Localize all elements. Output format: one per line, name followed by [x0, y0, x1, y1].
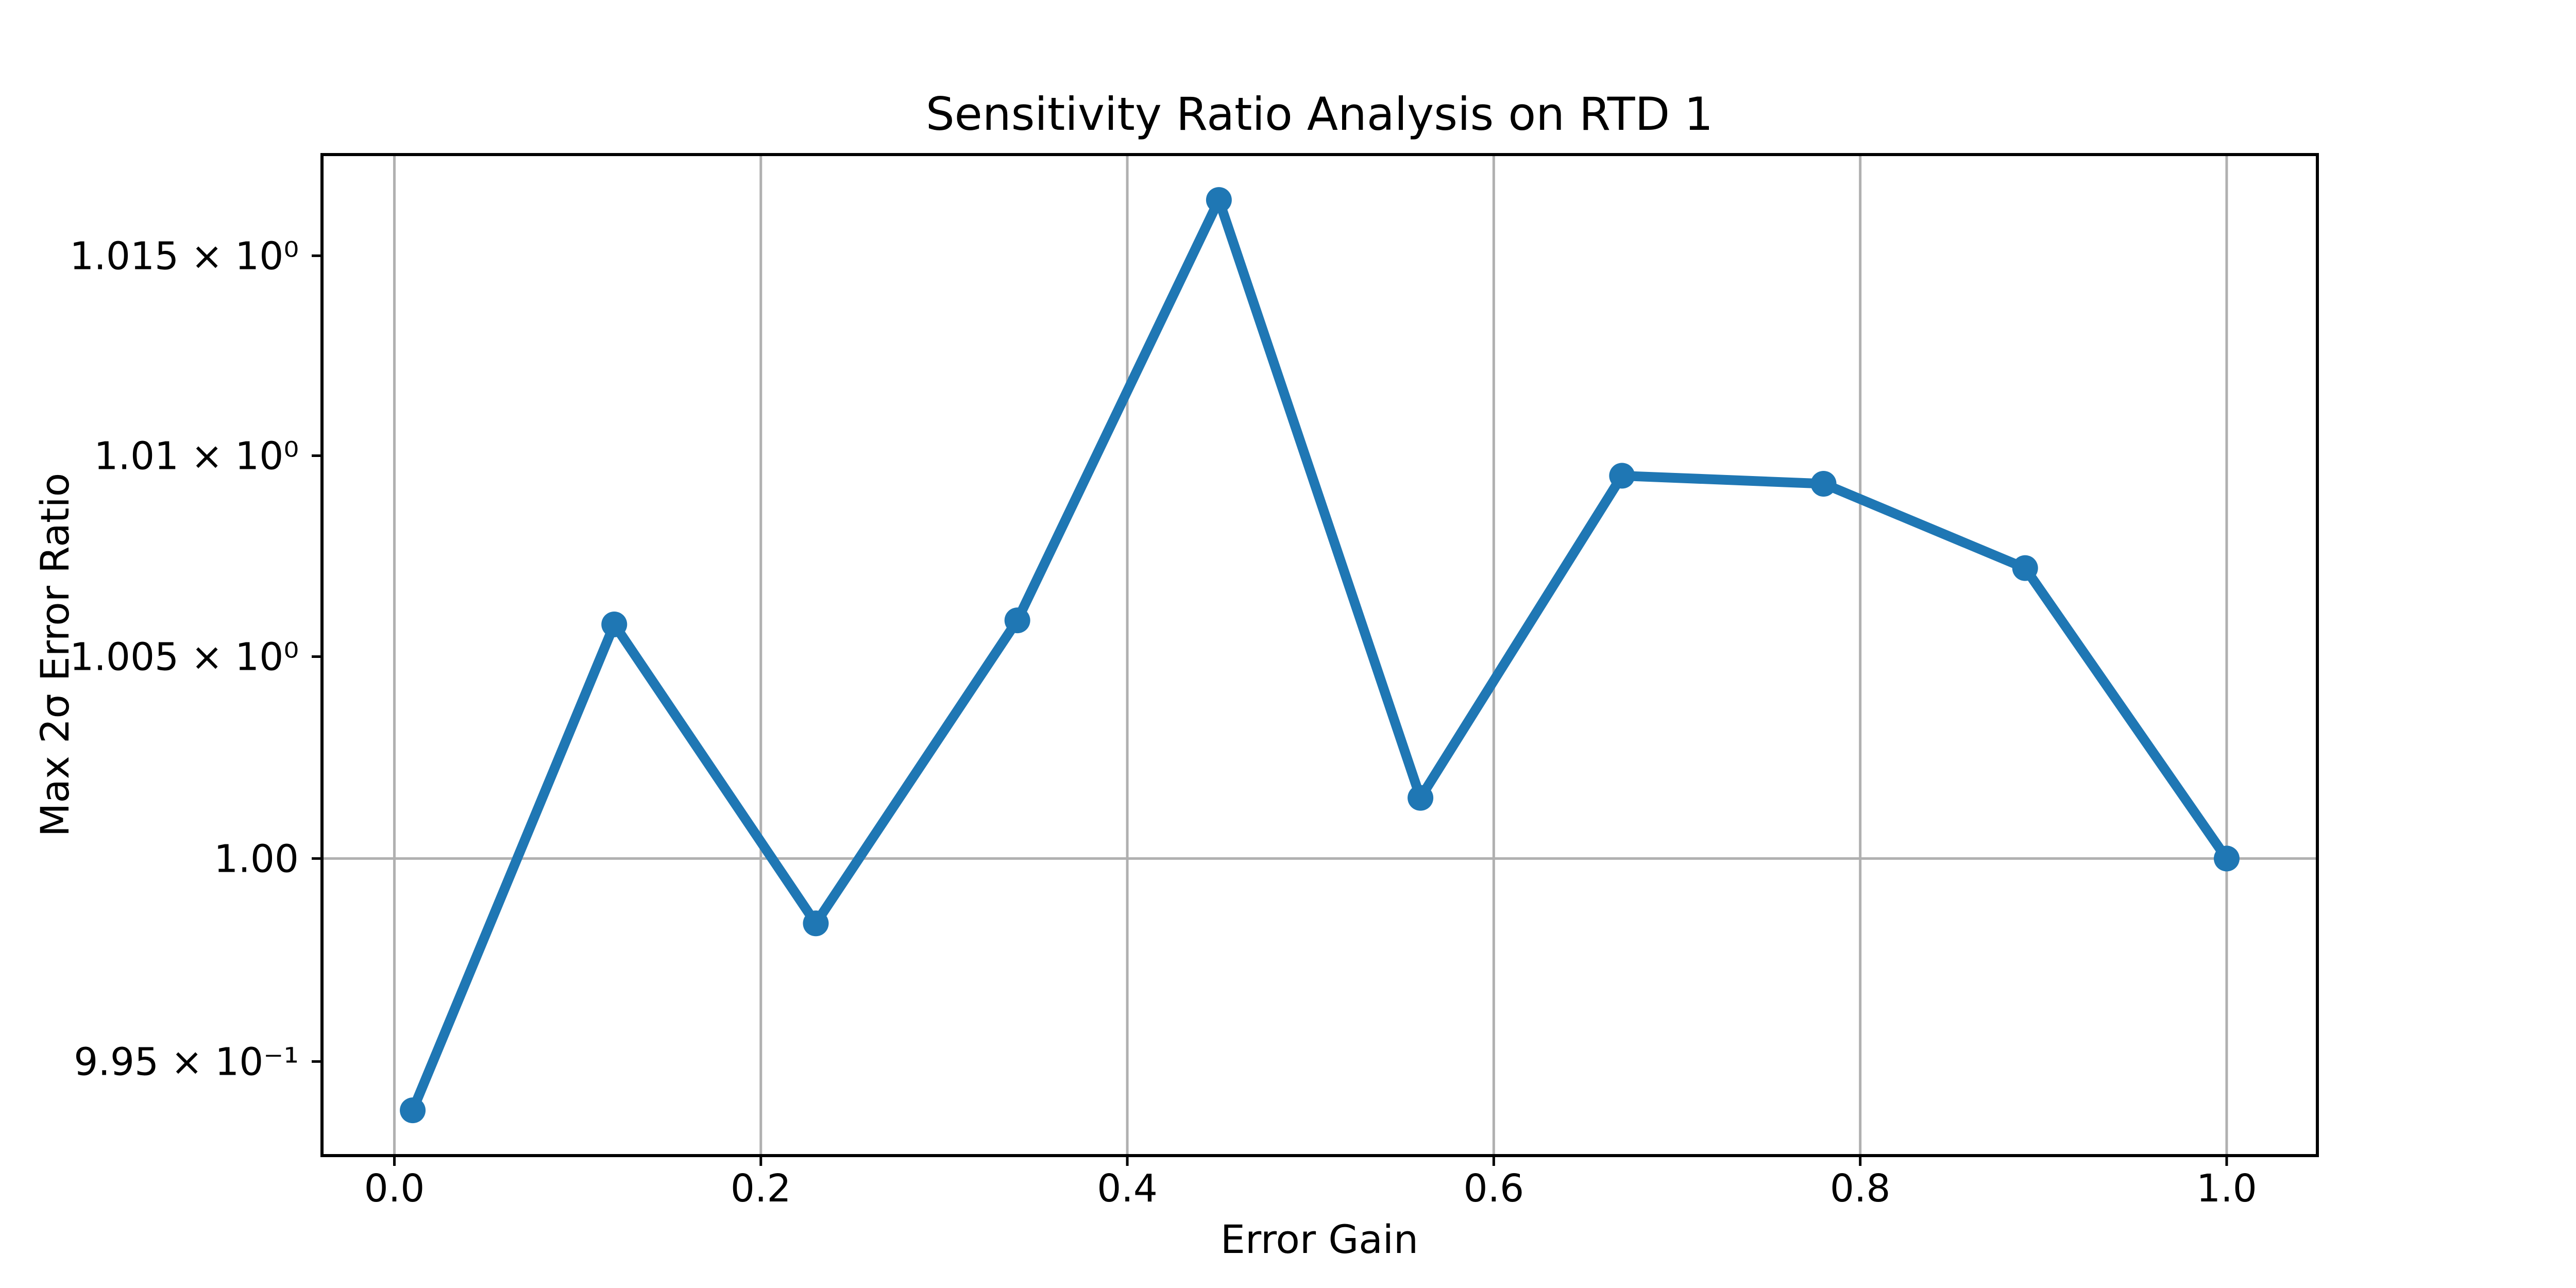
- data-point: [1004, 607, 1030, 634]
- data-point: [803, 910, 829, 937]
- x-tick-label: 0.6: [1464, 1166, 1524, 1211]
- data-point: [400, 1097, 426, 1124]
- chart-title: Sensitivity Ratio Analysis on RTD 1: [926, 88, 1713, 141]
- y-tick-label: 9.95 × 10⁻¹: [74, 1040, 299, 1084]
- axes-frame: [320, 153, 2319, 1157]
- data-point: [2012, 555, 2038, 581]
- data-point: [1810, 470, 1837, 497]
- data-point: [1609, 463, 1635, 489]
- x-axis-label: Error Gain: [1221, 1216, 1418, 1262]
- x-tick-label: 0.4: [1097, 1166, 1158, 1211]
- x-tick-label: 0.2: [731, 1166, 791, 1211]
- data-point: [2213, 845, 2240, 872]
- data-point: [601, 611, 628, 637]
- y-tick-label: 1.005 × 10⁰: [70, 635, 299, 679]
- x-tick-label: 0.0: [364, 1166, 425, 1211]
- plot-frame: [320, 153, 2319, 1157]
- data-point: [1408, 785, 1434, 811]
- data-point: [1206, 187, 1232, 213]
- y-tick-label: 1.00: [214, 837, 299, 881]
- x-tick-label: 1.0: [2196, 1166, 2257, 1211]
- y-axis-label: Max 2σ Error Ratio: [32, 473, 78, 837]
- y-tick-label: 1.015 × 10⁰: [70, 234, 299, 278]
- data-line: [408, 195, 2232, 1115]
- grid-layer: [322, 155, 2317, 1156]
- series-layer: [400, 187, 2240, 1124]
- x-tick-label: 0.8: [1830, 1166, 1891, 1211]
- y-tick-label: 1.01 × 10⁰: [94, 434, 299, 478]
- tick-layer: 0.0 0.2 0.4 0.6 0.8 1.0 1.015 × 10⁰ 1.01 × 10⁰ 1…: [70, 234, 2257, 1211]
